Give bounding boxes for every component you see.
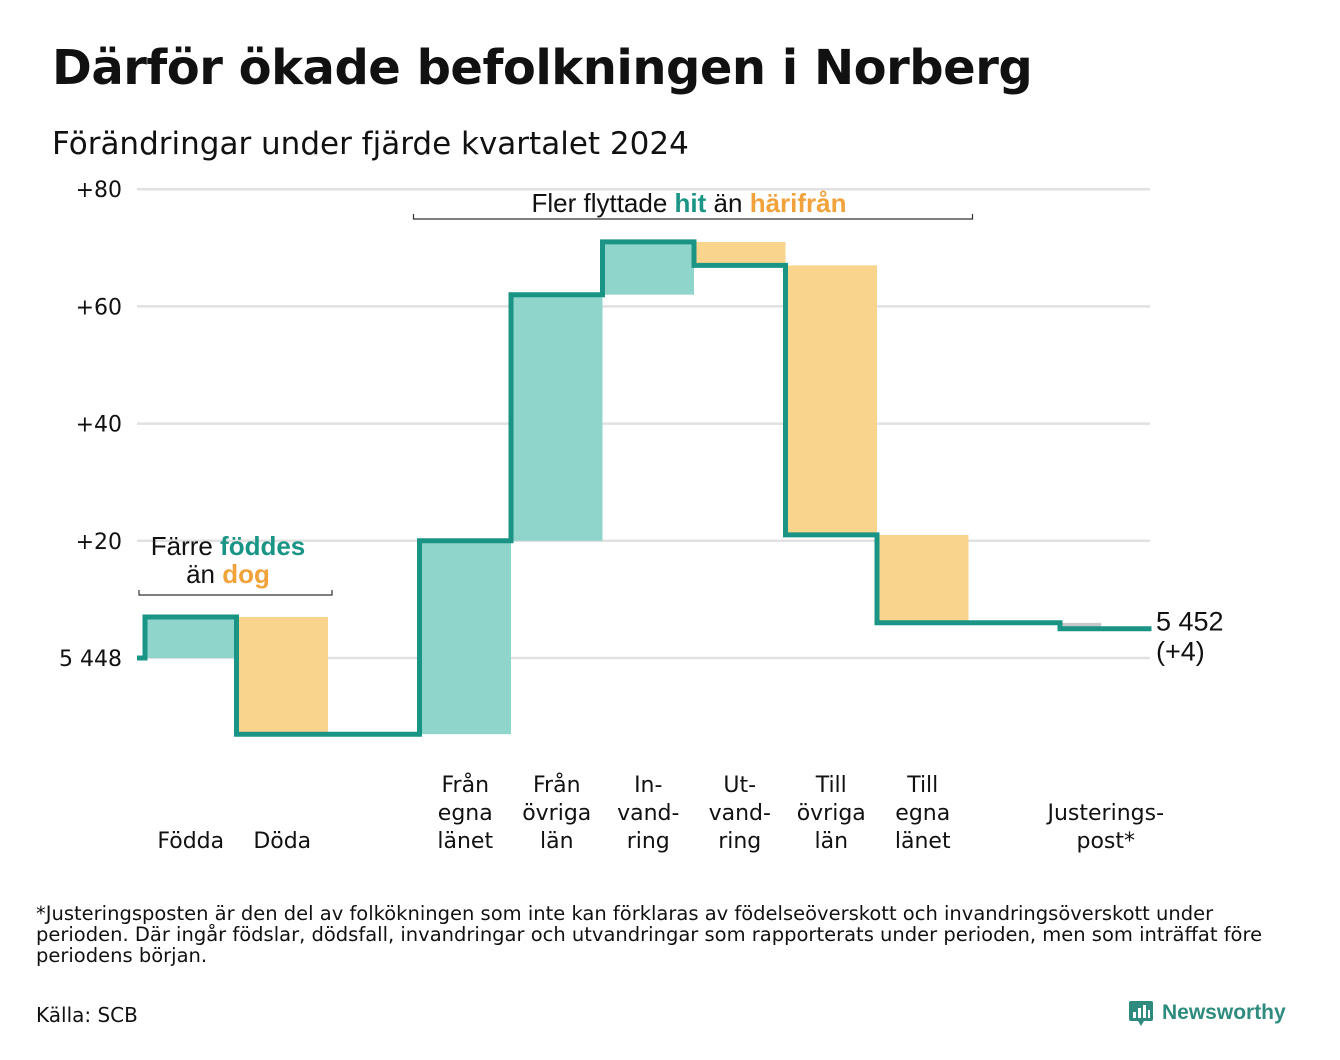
y-tick-label: +20 [76,530,122,555]
x-category-label: Från [441,772,489,798]
labels: 5 448 +20 +40 +60 +80 Födda Döda Från egna länet F… [59,178,1224,854]
newsworthy-logo-icon [1129,1001,1153,1026]
x-category-label: ring [627,829,670,854]
brand-logo: Newsworthy [1128,998,1286,1028]
x-category-label: länet [895,829,951,854]
brand-name: Newsworthy [1162,1001,1286,1024]
y-tick-label: 5 448 [59,647,122,672]
x-category-label: vand- [709,801,771,826]
x-category-label: Från [533,772,581,798]
x-category-label: övriga [522,801,591,826]
y-tick-label: +40 [76,413,122,438]
y-tick-label: +60 [76,295,122,320]
waterfall-bar [419,540,511,735]
waterfall-bar [694,241,786,266]
waterfall-bar [877,534,969,623]
y-tick-label: +80 [76,178,122,203]
annotation-bracket [138,590,333,596]
step-line [137,239,1152,737]
waterfall-bar [236,616,328,735]
x-category-label: län [814,829,848,854]
x-category-label: Justerings- [1045,801,1164,826]
x-category-label: län [540,829,574,854]
x-category-label: Döda [253,829,311,854]
annotation-text: Fler flyttade hit än härifrån [531,188,846,218]
x-category-label: ring [718,829,761,854]
chart-subtitle: Förändringar under fjärde kvartalet 2024 [52,126,689,162]
x-category-label: In- [634,773,662,798]
waterfall-chart: 5 448 +20 +40 +60 +80 Födda Döda Från egna länet F… [59,178,1224,854]
annotation-text-segment: föddes [220,531,305,561]
chart-title: Därför ökade befolkningen i Norberg [52,40,1033,96]
annotation-text-segment: hit [675,188,707,218]
end-value-label: (+4) [1156,637,1205,667]
x-category-label: Ut- [723,773,756,798]
x-category-label: övriga [797,801,866,826]
x-category-label: Till [815,773,847,798]
footnote: *Justeringsposten är den del av folkökni… [36,902,1263,967]
annotation-text-segment: Färre [151,531,220,561]
waterfall-bar [511,294,603,541]
annotation-text: Färre föddes [151,531,306,561]
waterfall-bar [145,616,237,658]
x-category-label: Till [906,773,938,798]
x-category-label: Födda [157,829,224,854]
x-category-label: vand- [617,801,679,826]
x-category-label: post* [1076,829,1135,854]
annotation-text: än dog [186,559,270,589]
x-category-label: egna [895,801,950,826]
end-value-label: 5 452 [1156,607,1224,637]
annotation-text-segment: dog [222,559,270,589]
annotation-text-segment: Fler flyttade [531,188,674,218]
waterfall-bar [785,265,877,535]
waterfall-bar [602,241,694,295]
x-category-label: länet [437,829,493,854]
source-note: Källa: SCB [36,1003,138,1027]
x-category-label: egna [438,801,493,826]
annotation-bracket [412,214,974,220]
population-step-line [137,239,1152,737]
annotation-text-segment: härifrån [750,188,847,218]
annotation-text-segment: än [706,188,749,218]
bars [145,241,1102,735]
waterfall-bar [1060,622,1102,629]
annotation-text-segment: än [186,559,222,589]
